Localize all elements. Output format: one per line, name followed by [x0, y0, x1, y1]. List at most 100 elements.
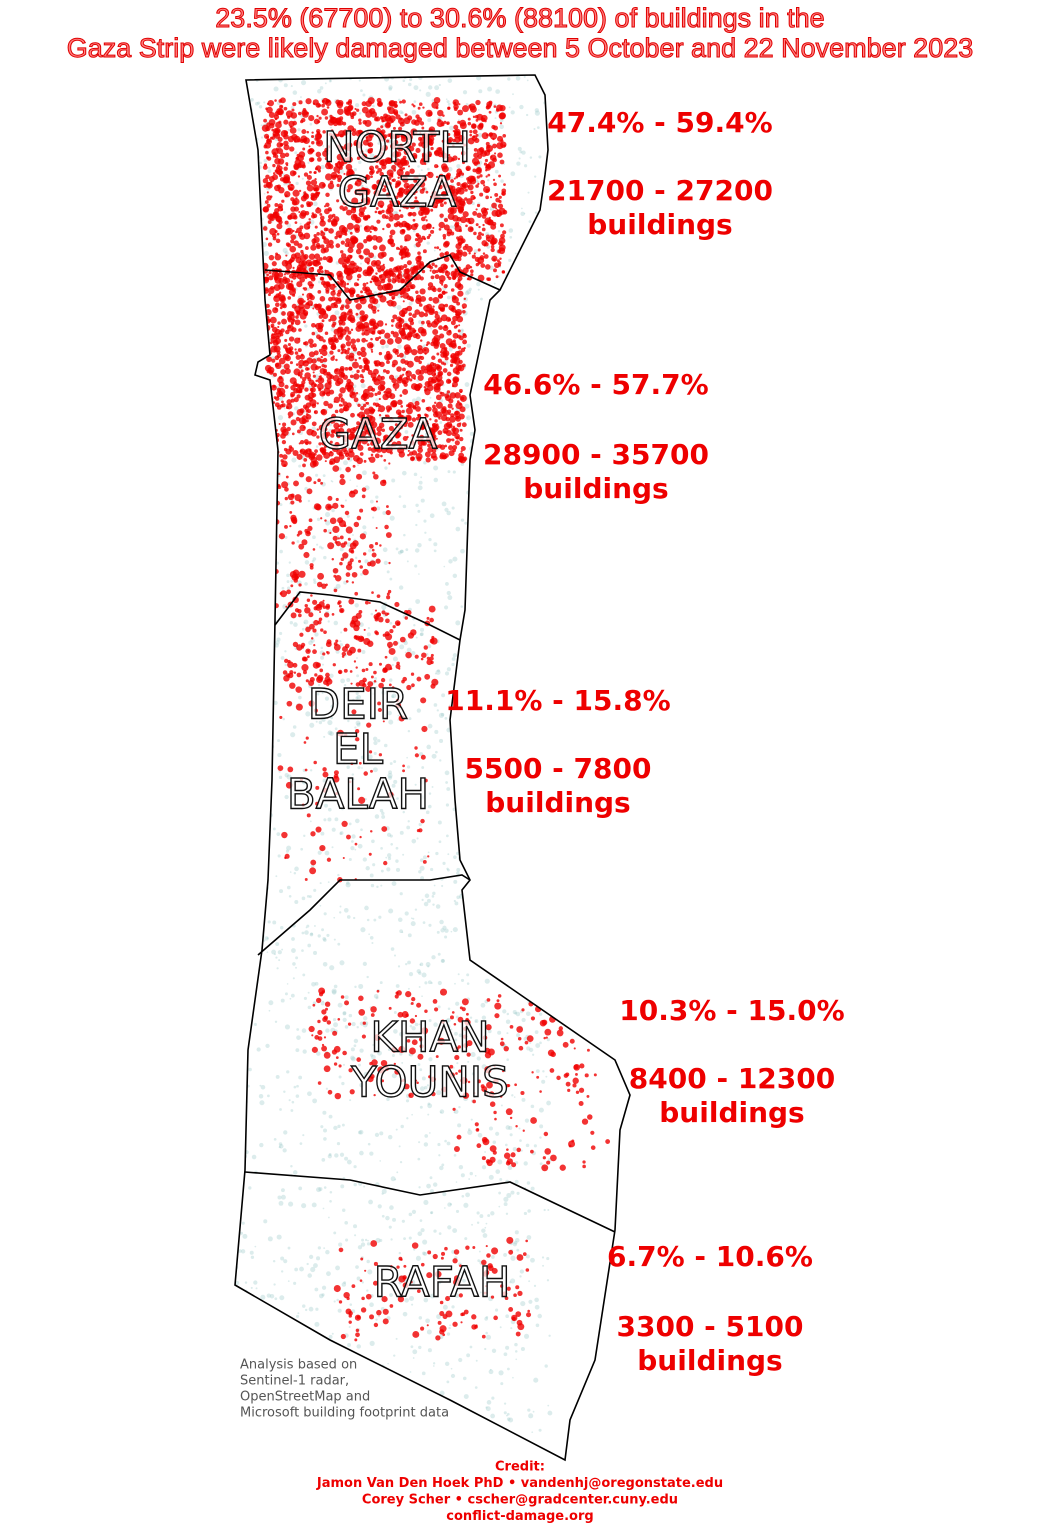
footprint: [318, 372, 321, 375]
footprint: [255, 967, 259, 971]
damaged-building: [365, 402, 368, 405]
footprint: [307, 1091, 312, 1097]
footprint: [492, 304, 495, 307]
footprint: [510, 1327, 513, 1330]
footprint: [328, 79, 332, 83]
footprint: [313, 580, 317, 584]
footprint: [307, 991, 310, 994]
damaged-building: [325, 192, 330, 198]
footprint: [382, 547, 388, 553]
damaged-building: [402, 155, 407, 160]
damaged-building: [428, 153, 432, 158]
damaged-building: [454, 136, 461, 143]
footprint: [377, 1204, 382, 1209]
footprint: [457, 1123, 462, 1128]
damaged-building: [319, 390, 326, 397]
damaged-building: [485, 188, 490, 193]
footprint: [304, 560, 310, 565]
footprint: [356, 657, 358, 659]
footprint: [479, 1214, 484, 1219]
damaged-building: [316, 157, 322, 162]
footprint: [487, 474, 493, 480]
footprint: [229, 1260, 232, 1263]
damaged-building: [428, 233, 432, 237]
footprint: [499, 746, 504, 751]
damaged-building: [438, 307, 442, 310]
footprint: [536, 126, 540, 129]
footprint: [372, 736, 378, 742]
damaged-building: [438, 325, 443, 330]
footprint: [254, 762, 258, 765]
footprint: [257, 479, 262, 484]
footprint: [354, 603, 359, 608]
footprint: [451, 657, 456, 661]
footprint: [235, 110, 236, 115]
footprint: [535, 1323, 540, 1328]
footprint: [519, 104, 524, 110]
damaged-building: [283, 130, 289, 136]
damaged-building: [434, 310, 439, 316]
damaged-building: [439, 252, 445, 258]
footprint: [396, 304, 402, 310]
footprint: [255, 891, 258, 894]
footprint: [537, 1452, 542, 1457]
footprint: [375, 1318, 378, 1321]
footprint: [518, 415, 523, 419]
damaged-building: [467, 117, 471, 121]
footprint: [528, 414, 531, 417]
damaged-building: [385, 181, 390, 186]
footprint: [500, 338, 505, 343]
footprint: [327, 620, 330, 623]
footprint: [404, 911, 409, 916]
damaged-building: [318, 181, 326, 189]
footprint: [387, 1048, 391, 1051]
footprint: [484, 1317, 488, 1321]
footprint: [452, 470, 456, 474]
footprint: [248, 1067, 252, 1072]
footprint: [441, 1163, 445, 1167]
footprint: [523, 1036, 528, 1041]
damaged-building: [303, 302, 311, 310]
footprint: [539, 1162, 543, 1166]
damaged-building: [478, 225, 481, 229]
footprint: [412, 1357, 415, 1359]
footprint: [262, 882, 267, 887]
footprint: [240, 658, 243, 661]
footprint: [468, 1178, 471, 1180]
damaged-building: [415, 147, 421, 153]
footprint: [295, 1048, 300, 1053]
footprint: [508, 106, 511, 109]
damaged-building: [491, 236, 495, 239]
damaged-building: [319, 295, 326, 302]
footprint: [387, 772, 393, 779]
footprint: [457, 973, 460, 976]
footprint: [277, 415, 284, 421]
footprint: [265, 566, 269, 569]
footprint: [547, 824, 550, 828]
footprint: [313, 1465, 315, 1467]
footprint: [304, 324, 308, 328]
footprint: [327, 807, 332, 812]
footprint: [395, 867, 401, 872]
damaged-building: [316, 130, 320, 134]
footprint: [445, 1450, 450, 1455]
footprint: [238, 908, 241, 912]
damaged-building: [448, 276, 452, 281]
footprint: [372, 863, 376, 867]
footprint: [370, 1390, 375, 1395]
footprint: [246, 475, 248, 477]
footprint: [515, 1011, 521, 1017]
footprint: [255, 208, 259, 212]
footprint: [256, 347, 259, 350]
footprint: [322, 1207, 325, 1210]
footprint: [235, 757, 239, 762]
footprint: [288, 894, 292, 898]
footprint: [503, 1402, 507, 1405]
damaged-building: [305, 441, 309, 446]
footprint: [460, 665, 464, 669]
footprint: [323, 1128, 328, 1133]
footprint: [286, 573, 290, 578]
footprint: [375, 1237, 381, 1243]
footprint: [266, 383, 270, 387]
damaged-building: [290, 321, 295, 325]
